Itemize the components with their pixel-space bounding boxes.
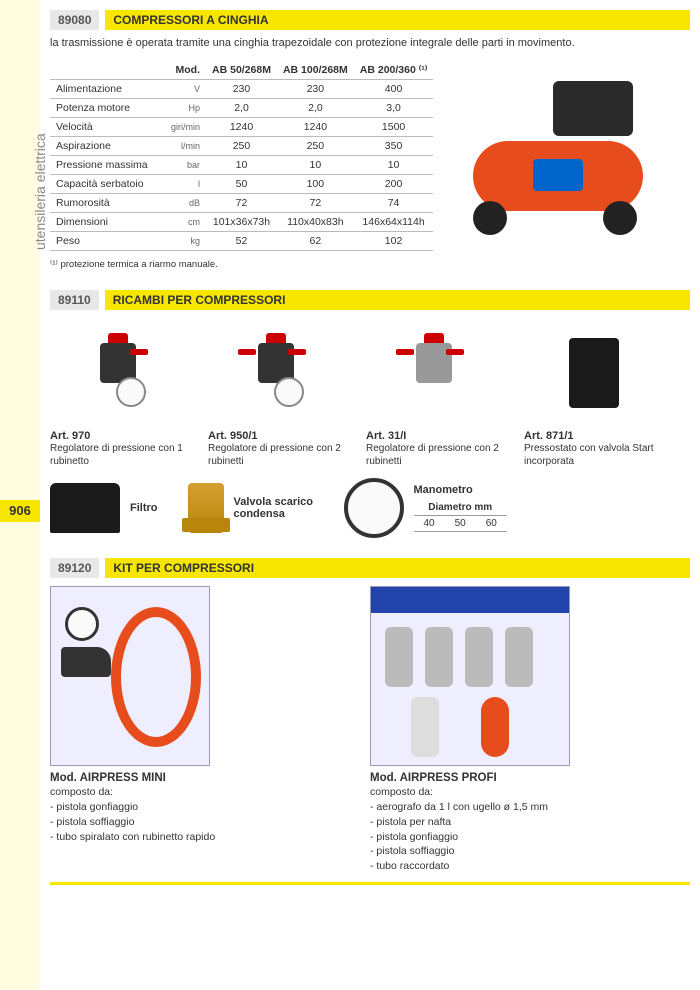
part-description: Regolatore di pressione con 2 rubinetti: [366, 442, 506, 468]
wheel-icon: [473, 201, 507, 235]
table-row: Capacità serbatoiol50100200: [50, 175, 433, 194]
table-row: Pressione massimabar101010: [50, 156, 433, 175]
spec-table: Mod. AB 50/268M AB 100/268M AB 200/360 ⁽…: [50, 61, 433, 251]
table-row: Potenza motoreHp2,02,03,0: [50, 99, 433, 118]
page-content: 89080 COMPRESSORI A CINGHIA la trasmissi…: [50, 10, 690, 905]
kit-item: Mod. AIRPRESS PROFI composto da: - aerog…: [370, 586, 650, 873]
table-row: AlimentazioneV230230400: [50, 80, 433, 99]
mano-size: 50: [445, 516, 476, 532]
kit-subtitle: composto da:: [50, 786, 330, 798]
part-description: Regolatore di pressione con 1 rubinetto: [50, 442, 190, 468]
sidebar-category-label: utensileria elettrica: [32, 133, 48, 250]
pressostat-icon: [569, 338, 619, 408]
part-item: Valvola scarico condensa: [188, 483, 314, 533]
part-label: Valvola scarico condensa: [234, 496, 314, 520]
part-item: Art. 970 Regolatore di pressione con 1 r…: [50, 318, 190, 468]
list-item: - pistola soffiaggio: [370, 844, 650, 859]
list-item: - tubo raccordato: [370, 859, 650, 874]
part-item: Manometro Diametro mm 40 50 60: [344, 478, 507, 538]
gauge-icon: [344, 478, 404, 538]
mano-table-header: Diametro mm: [414, 500, 507, 516]
table-head-label: Mod.: [50, 61, 206, 80]
list-item: - pistola per nafta: [370, 815, 650, 830]
section-spare-parts: 89110 RICAMBI PER COMPRESSORI Art. 970 R…: [50, 290, 690, 538]
regulator-icon: [248, 333, 308, 413]
kit-item: Mod. AIRPRESS MINI composto da: - pistol…: [50, 586, 330, 873]
section-header: 89080 COMPRESSORI A CINGHIA: [50, 10, 690, 30]
manometer-size-table: Diametro mm 40 50 60: [414, 500, 507, 532]
section-kits: 89120 KIT PER COMPRESSORI Mod. AIRPRESS …: [50, 558, 690, 884]
list-item: - pistola soffiaggio: [50, 815, 330, 830]
model-col-2: AB 100/268M: [277, 61, 354, 80]
part-code: Art. 871/1: [524, 430, 664, 442]
kit-contents: - aerografo da 1 l con ugello ø 1,5 mm -…: [370, 800, 650, 873]
table-footnote: ⁽¹⁾ protezione termica a riarmo manuale.: [50, 259, 690, 270]
regulator-icon: [406, 333, 466, 413]
section-header: 89110 RICAMBI PER COMPRESSORI: [50, 290, 690, 310]
list-item: - pistola gonfiaggio: [50, 800, 330, 815]
list-item: - tubo spiralato con rubinetto rapido: [50, 830, 330, 845]
section-title: KIT PER COMPRESSORI: [105, 558, 690, 578]
section-title: RICAMBI PER COMPRESSORI: [105, 290, 690, 310]
mano-size: 40: [414, 516, 445, 532]
regulator-icon: [90, 333, 150, 413]
section-compressors: 89080 COMPRESSORI A CINGHIA la trasmissi…: [50, 10, 690, 270]
table-row: Velocitàgiri/min124012401500: [50, 118, 433, 137]
section-title: COMPRESSORI A CINGHIA: [105, 10, 690, 30]
model-col-3: AB 200/360 ⁽¹⁾: [354, 61, 434, 80]
accent-divider: [50, 882, 690, 885]
part-code: Art. 31/I: [366, 430, 506, 442]
sku-code: 89080: [50, 10, 99, 30]
list-item: - aerografo da 1 l con ugello ø 1,5 mm: [370, 800, 650, 815]
motor-icon: [553, 81, 633, 136]
part-code: Art. 970: [50, 430, 190, 442]
part-label: Filtro: [130, 502, 158, 514]
part-label: Manometro: [414, 484, 507, 496]
part-code: Art. 950/1: [208, 430, 348, 442]
valve-icon: [188, 483, 224, 533]
sku-code: 89120: [50, 558, 99, 578]
part-item: Art. 950/1 Regolatore di pressione con 2…: [208, 318, 348, 468]
kit-subtitle: composto da:: [370, 786, 650, 798]
wheel-icon: [603, 201, 637, 235]
list-item: - pistola gonfiaggio: [370, 830, 650, 845]
part-description: Regolatore di pressione con 2 rubinetti: [208, 442, 348, 468]
table-row: Dimensionicm101x36x73h110x40x83h146x64x1…: [50, 213, 433, 232]
section-header: 89120 KIT PER COMPRESSORI: [50, 558, 690, 578]
table-row: Pesokg5262102: [50, 232, 433, 251]
kit-profi-illustration: [370, 586, 570, 766]
compressor-illustration: [453, 61, 663, 241]
mano-size: 60: [476, 516, 507, 532]
model-col-1: AB 50/268M: [206, 61, 277, 80]
kit-contents: - pistola gonfiaggio - pistola soffiaggi…: [50, 800, 330, 844]
sidebar: utensileria elettrica 906: [0, 0, 40, 990]
part-item: Art. 31/I Regolatore di pressione con 2 …: [366, 318, 506, 468]
section-description: la trasmissione è operata tramite una ci…: [50, 36, 690, 51]
filter-icon: [50, 483, 120, 533]
sku-code: 89110: [50, 290, 99, 310]
kit-mini-illustration: [50, 586, 210, 766]
kit-title: Mod. AIRPRESS PROFI: [370, 772, 650, 784]
part-item: Filtro: [50, 483, 158, 533]
part-description: Pressostato con valvola Start incorporat…: [524, 442, 664, 468]
part-item: Art. 871/1 Pressostato con valvola Start…: [524, 318, 664, 468]
page-number: 906: [0, 500, 40, 522]
table-row: Aspirazionel/min250250350: [50, 137, 433, 156]
kit-title: Mod. AIRPRESS MINI: [50, 772, 330, 784]
table-row: RumorositàdB727274: [50, 194, 433, 213]
